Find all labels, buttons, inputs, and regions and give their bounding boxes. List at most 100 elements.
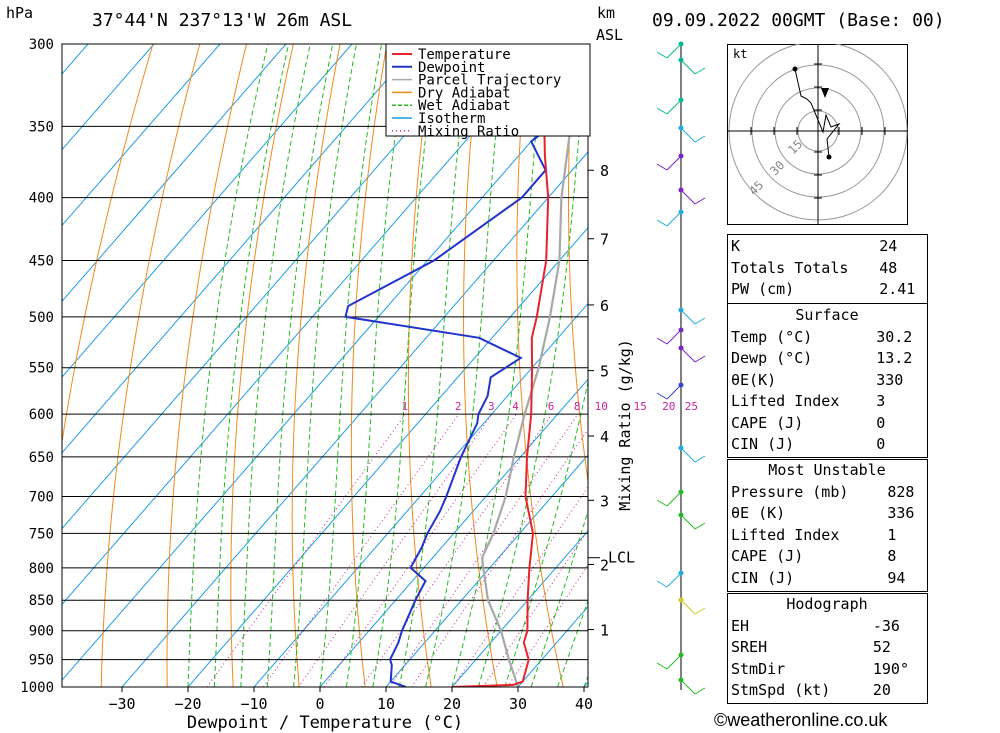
dry-adiabat-line [62, 44, 154, 445]
wind-barb-flag [694, 197, 706, 205]
temp-tick-label: −20 [174, 695, 201, 713]
mixing-ratio-label: 20 [662, 400, 675, 413]
legend-box [385, 43, 591, 137]
wind-barb-staff [666, 211, 682, 227]
surface-temp-value: 30.2 [876, 327, 913, 346]
wind-barb-staff [666, 491, 682, 507]
pressure-tick-label: 500 [29, 310, 54, 326]
height-tick-label: 6 [600, 297, 609, 315]
height-tick-label: 8 [600, 162, 609, 180]
stmspd-label: StmSpd (kt) [731, 681, 831, 699]
mixing-ratio-axis-label: Mixing Ratio (g/kg) [616, 339, 634, 511]
legend-entry: Wet Adiabat [418, 98, 511, 114]
temp-tick-label: 40 [575, 695, 593, 713]
mixing-ratio-label: 8 [574, 400, 581, 413]
location-title: 37°44'N 237°13'W 26m ASL [92, 10, 353, 31]
temp-tick-label: 20 [443, 695, 461, 713]
wet-adiabat-line [372, 44, 439, 687]
mixing-ratio-label: 3 [488, 400, 495, 413]
surface-cape-value: 0 [876, 413, 886, 432]
pw-value: 2.41 [879, 280, 916, 298]
pressure-tick-label: 400 [29, 191, 54, 207]
wind-barb-staff [666, 99, 682, 115]
isotherm-line [121, 151, 588, 687]
mixing-ratio-label: 15 [634, 400, 647, 413]
dry-adiabat-line [291, 44, 341, 687]
legend-entry: Parcel Trajectory [418, 73, 561, 89]
mu-li-value: 1 [887, 525, 897, 544]
pw-label: PW (cm) [731, 280, 795, 298]
mixing-ratio-line [323, 413, 517, 687]
mixing-ratio-label: 2 [455, 400, 462, 413]
height-tick-label: 1 [600, 622, 609, 640]
pressure-unit-label: hPa [6, 4, 34, 22]
height-tick-label: 4 [600, 428, 609, 446]
isotherm-line [319, 378, 588, 687]
height-tick-label: 5 [600, 363, 609, 381]
temp-tick-label: 0 [315, 695, 324, 713]
pressure-tick-label: 800 [29, 561, 54, 577]
isotherm-line [0, 44, 22, 687]
surface-table: Surface Temp (°C) 30.2 Dewp (°C) 13.2 θE(K… [727, 305, 927, 456]
pressure-tick-label: 550 [29, 361, 54, 377]
pressure-tick-label: 700 [29, 490, 54, 506]
wind-barb-flag [694, 67, 706, 75]
hodograph-stats-title: Hodograph [786, 595, 868, 613]
mu-pressure-label: Pressure (mb) [731, 482, 849, 501]
eh-value: -36 [872, 616, 900, 635]
wind-barb-flag [656, 580, 668, 588]
wet-adiabat-line [398, 44, 471, 687]
wet-adiabat-line [319, 44, 383, 687]
copyright-link[interactable]: ©weatheronline.co.uk [714, 710, 888, 730]
legend-entry: Dry Adiabat [418, 85, 511, 101]
surface-li-label: Lifted Index [731, 392, 840, 410]
mu-cape-label: CAPE (J) [731, 547, 804, 565]
pressure-tick-label: 900 [29, 624, 54, 640]
most-unstable-title: Most Unstable [768, 461, 886, 479]
totals-value: 48 [879, 258, 898, 277]
k-value: 24 [879, 237, 898, 255]
wind-barb-flag [694, 455, 706, 463]
surface-dewp-label: Dewp (°C) [731, 349, 813, 367]
surface-thetae-label: θE(K) [731, 370, 777, 389]
datetime-title: 09.09.2022 00GMT (Base: 00) [652, 10, 945, 31]
hodograph-unit: kt [733, 47, 747, 61]
mixing-ratio-line [482, 529, 588, 687]
wind-barb-staff [680, 127, 696, 143]
mu-cin-label: CIN (J) [731, 568, 795, 587]
wet-adiabat-line [187, 44, 269, 687]
dry-adiabat-line [230, 44, 294, 687]
surface-cin-value: 0 [876, 435, 886, 453]
temperature-line [451, 44, 565, 687]
pressure-tick-label: 300 [29, 37, 54, 53]
sreh-label: SREH [731, 638, 768, 656]
k-label: K [731, 237, 741, 255]
pressure-tick-label: 750 [29, 526, 54, 542]
hodograph-stats-box [727, 593, 928, 704]
wet-adiabat-line [425, 44, 506, 687]
wind-barb-staff [680, 59, 696, 75]
mixing-ratio-line [388, 413, 579, 687]
mu-cape-value: 8 [887, 547, 897, 565]
mixing-ratio-label: 10 [595, 400, 608, 413]
isotherm-line [62, 44, 485, 530]
wet-adiabat-line [240, 44, 311, 687]
legend-entry: Isotherm [418, 111, 485, 127]
wind-barb-flag [656, 392, 668, 400]
legend-entry: Temperature [418, 47, 511, 63]
wet-adiabat-line [266, 44, 334, 687]
mu-thetae-value: 336 [887, 504, 915, 522]
isotherm-line [62, 44, 551, 606]
wind-barb-staff [666, 43, 682, 59]
surface-dewp-value: 13.2 [876, 349, 913, 367]
wind-barb-column [656, 41, 706, 695]
wind-barb-flag [656, 107, 668, 115]
km-label: km [597, 4, 616, 22]
wind-barb-flag [656, 163, 668, 171]
wind-barb-staff [666, 155, 682, 171]
legend-entry: Mixing Ratio [418, 124, 519, 140]
mu-cin-value: 94 [887, 568, 906, 587]
dry-adiabat-line [995, 44, 1000, 687]
temp-tick-label: −10 [240, 695, 267, 713]
wind-barb-flag [694, 687, 706, 695]
